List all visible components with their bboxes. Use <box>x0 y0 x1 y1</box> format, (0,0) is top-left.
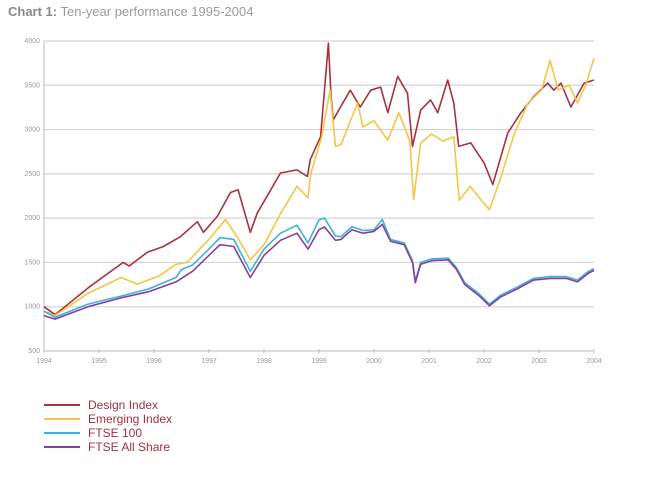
x-tick-label: 2000 <box>366 358 382 365</box>
legend-item: FTSE All Share <box>44 440 172 454</box>
y-tick-label: 1000 <box>24 304 40 311</box>
y-tick-label: 1500 <box>24 259 40 266</box>
y-tick-label: 2500 <box>24 171 40 178</box>
y-tick-label: 500 <box>28 348 40 355</box>
legend-item: Emerging Index <box>44 412 172 426</box>
legend-item: Design Index <box>44 398 172 412</box>
legend-swatch <box>44 418 80 420</box>
legend: Design Index Emerging Index FTSE 100 FTSE A… <box>44 398 172 454</box>
legend-swatch <box>44 446 80 448</box>
y-tick-label: 3500 <box>24 82 40 89</box>
legend-label: FTSE 100 <box>88 426 143 440</box>
y-tick-label: 2000 <box>24 215 40 222</box>
legend-item: FTSE 100 <box>44 426 172 440</box>
series-line-design-index <box>43 42 595 316</box>
y-tick-label: 4000 <box>24 38 40 45</box>
x-tick-label: 2001 <box>421 358 437 365</box>
x-tick-label: 1996 <box>146 358 162 365</box>
legend-label: Design Index <box>88 398 159 412</box>
legend-swatch <box>44 404 80 406</box>
series-line-emerging-index <box>43 58 595 317</box>
chart-title-text: Ten-year performance 1995-2004 <box>60 4 254 19</box>
legend-label: Emerging Index <box>88 412 173 426</box>
x-tick-label: 2002 <box>476 358 492 365</box>
x-tick-label: 1997 <box>201 358 217 365</box>
y-tick-label: 3000 <box>24 127 40 134</box>
x-tick-label: 1999 <box>311 358 327 365</box>
x-tick-label: 2004 <box>586 358 602 365</box>
chart-title-number: Chart 1: <box>8 4 58 19</box>
x-tick-label: 2003 <box>531 358 547 365</box>
x-tick-label: 1994 <box>36 358 52 365</box>
series-line-ftse-all-share <box>43 223 595 320</box>
legend-swatch <box>44 432 80 434</box>
legend-label: FTSE All Share <box>88 440 171 454</box>
x-tick-label: 1995 <box>91 358 107 365</box>
x-tick-label: 1998 <box>256 358 272 365</box>
series-line-ftse-100 <box>43 217 595 319</box>
chart-title: Chart 1: Ten-year performance 1995-2004 <box>8 4 253 19</box>
